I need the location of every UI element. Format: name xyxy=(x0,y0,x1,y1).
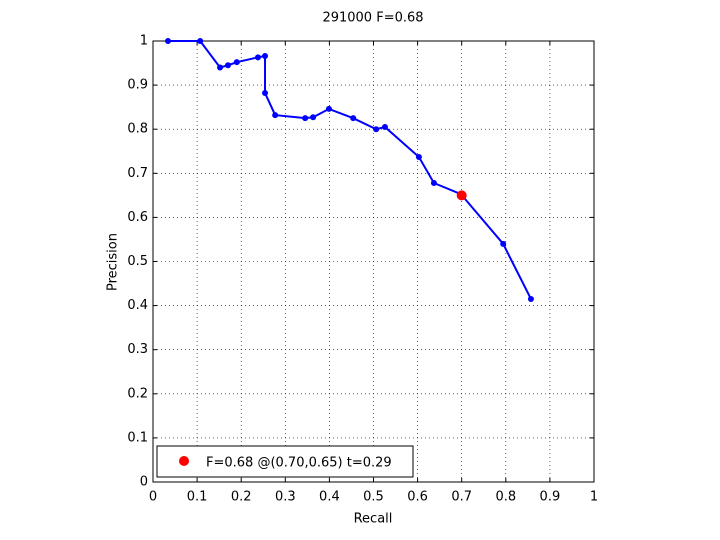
x-tick-label: 0.7 xyxy=(451,490,472,505)
x-tick-label: 0.4 xyxy=(319,490,340,505)
y-tick-label: 0.6 xyxy=(127,210,148,225)
data-point xyxy=(325,105,332,112)
x-tick-label: 0.5 xyxy=(363,490,384,505)
y-tick-label: 0.1 xyxy=(127,430,148,445)
plot-frame xyxy=(152,40,595,483)
data-point xyxy=(197,38,204,44)
y-axis-label: Precision xyxy=(106,233,121,291)
data-point xyxy=(500,240,507,247)
y-tick-label: 0.3 xyxy=(127,342,148,357)
x-tick-label: 0.8 xyxy=(495,490,516,505)
x-tick-label: 0.6 xyxy=(407,490,428,505)
data-point xyxy=(254,54,261,61)
data-point xyxy=(302,115,309,122)
data-point xyxy=(164,38,171,44)
data-point xyxy=(272,112,279,119)
data-point xyxy=(373,126,380,133)
x-axis-label: Recall xyxy=(354,512,393,527)
x-tick-label: 1 xyxy=(590,490,598,505)
data-point xyxy=(233,59,240,66)
legend xyxy=(156,445,414,478)
y-tick-label: 0.8 xyxy=(127,122,148,137)
data-point xyxy=(262,90,269,97)
legend-label: F=0.68 @(0.70,0.65) t=0.29 xyxy=(206,456,392,471)
data-point xyxy=(350,115,357,122)
x-tick-label: 0.9 xyxy=(540,490,561,505)
data-point xyxy=(415,153,422,160)
y-tick-label: 0.9 xyxy=(127,78,148,93)
y-tick-label: 0.7 xyxy=(127,166,148,181)
y-tick-label: 0.4 xyxy=(127,298,148,313)
y-tick-label: 0.5 xyxy=(127,254,148,269)
data-point xyxy=(381,123,388,130)
x-tick-label: 0 xyxy=(149,490,157,505)
y-tick-label: 0 xyxy=(140,475,148,490)
data-point xyxy=(430,180,437,187)
data-point xyxy=(310,114,317,121)
x-tick-label: 0.2 xyxy=(231,490,252,505)
chart-title: 291000 F=0.68 xyxy=(322,11,423,26)
data-point xyxy=(262,52,269,59)
y-tick-label: 0.2 xyxy=(127,386,148,401)
data-point xyxy=(527,295,534,302)
data-point xyxy=(224,62,231,69)
data-point xyxy=(456,190,467,201)
x-tick-label: 0.3 xyxy=(275,490,296,505)
data-point xyxy=(217,64,224,71)
legend-marker xyxy=(179,456,189,466)
x-tick-label: 0.1 xyxy=(187,490,208,505)
y-tick-label: 1 xyxy=(140,34,148,49)
